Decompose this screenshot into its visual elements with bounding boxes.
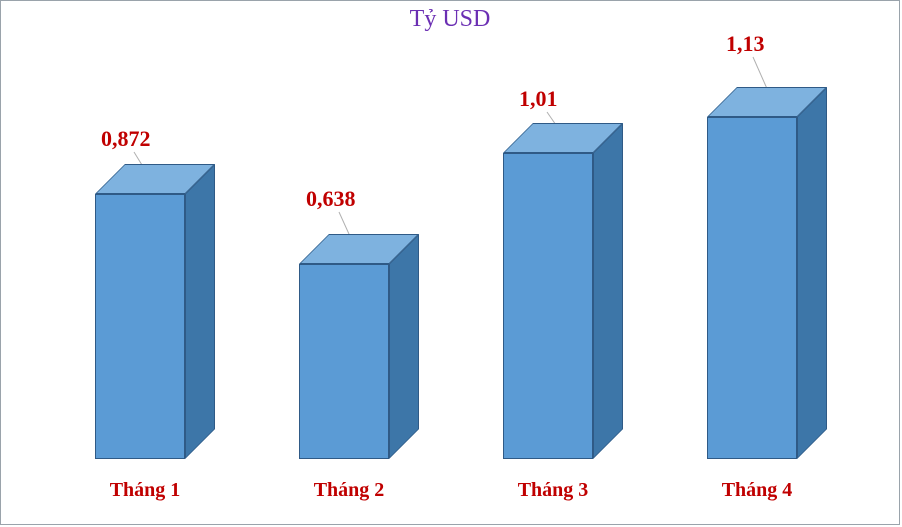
category-text: Tháng 2	[314, 479, 385, 501]
bar-3d	[707, 87, 827, 459]
bar-front-face	[299, 264, 389, 459]
value-text: 1,01	[519, 86, 558, 111]
value-label: 0,872	[101, 126, 151, 152]
value-text: 0,638	[306, 186, 356, 211]
category-label: Tháng 4	[677, 479, 837, 502]
bar-side-face	[389, 234, 419, 459]
bar-front-face	[95, 194, 185, 459]
bar-side-face	[593, 123, 623, 459]
category-text: Tháng 4	[722, 479, 793, 501]
value-label: 1,13	[726, 31, 765, 57]
bar-3d	[299, 234, 419, 459]
bar-3d	[95, 164, 215, 459]
value-text: 1,13	[726, 31, 765, 56]
chart-title-text: Tỷ USD	[410, 6, 491, 32]
bar-side-face	[797, 87, 827, 459]
value-text: 0,872	[101, 126, 151, 151]
bar-front-face	[707, 117, 797, 459]
value-label: 0,638	[306, 186, 356, 212]
category-text: Tháng 3	[518, 479, 589, 501]
chart-frame: Tỷ USD 0,872 0,638 1,01 1,13	[0, 0, 900, 525]
category-label: Tháng 3	[473, 479, 633, 502]
category-label: Tháng 1	[65, 479, 225, 502]
value-label: 1,01	[519, 86, 558, 112]
category-text: Tháng 1	[110, 479, 181, 501]
bar-3d	[503, 123, 623, 459]
bar-side-face	[185, 164, 215, 459]
chart-title: Tỷ USD	[1, 6, 899, 33]
bar-front-face	[503, 153, 593, 459]
category-label: Tháng 2	[269, 479, 429, 502]
